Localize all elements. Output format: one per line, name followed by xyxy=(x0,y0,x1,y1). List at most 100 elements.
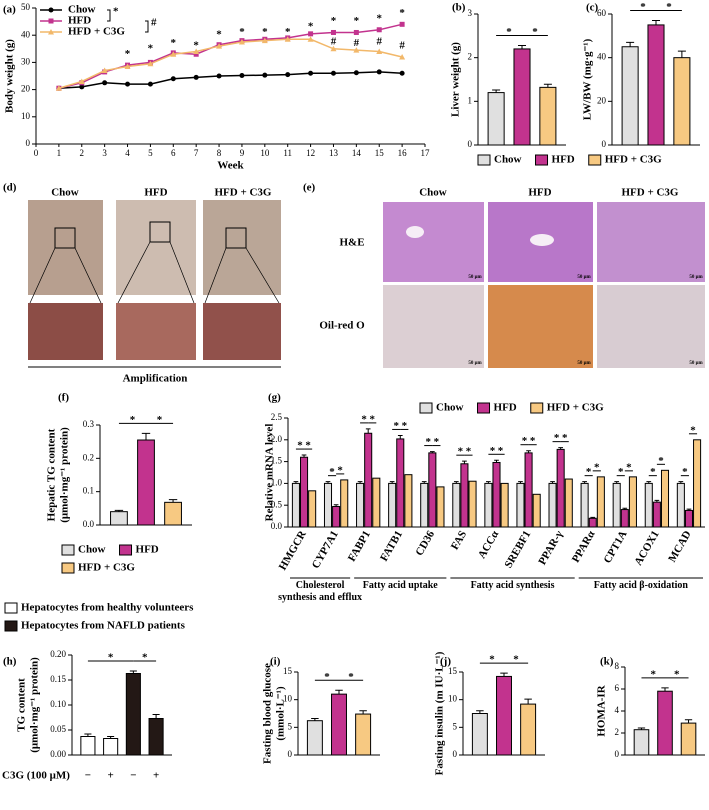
bar xyxy=(164,501,182,526)
bar xyxy=(564,478,573,528)
bar xyxy=(660,469,670,528)
error-bar xyxy=(389,481,395,484)
error-bar xyxy=(518,481,523,484)
y-tick-label: 0.1 xyxy=(83,486,94,496)
legend-swatch xyxy=(477,402,491,414)
significance-mark: * xyxy=(658,455,664,467)
marker xyxy=(78,78,85,84)
legend-label: HFD xyxy=(68,15,91,27)
annotation: * xyxy=(376,12,382,24)
group-label: Fatty acid uptake xyxy=(362,580,438,591)
significance-mark: * xyxy=(370,413,376,425)
x-tick-label: + xyxy=(107,770,113,782)
annotation: * xyxy=(399,7,405,19)
error-bar xyxy=(325,481,331,484)
y-tick-label: 40 xyxy=(21,29,31,39)
bar xyxy=(148,718,164,756)
marker xyxy=(261,37,268,44)
error-bar xyxy=(678,481,684,484)
y-tick-label: 0 xyxy=(288,749,293,759)
error-bar xyxy=(357,481,363,484)
significance-mark: * xyxy=(522,435,528,447)
marker xyxy=(147,60,154,67)
significance-mark: * xyxy=(489,654,495,666)
bar xyxy=(652,501,661,528)
bar xyxy=(633,729,650,756)
panel-label: (h) xyxy=(3,656,17,668)
annotation: * xyxy=(148,42,154,54)
x-tick-label: 5 xyxy=(148,148,153,158)
scale-bar: 50 μm xyxy=(577,361,591,366)
x-tick-label: CPT1A xyxy=(601,529,629,566)
y-axis-label: (μmol·mg⁻¹ protein) xyxy=(29,657,41,753)
y-tick-label: 6 xyxy=(615,683,620,693)
bar xyxy=(647,24,665,146)
y-tick-label: 10 xyxy=(21,111,31,121)
annotation: * xyxy=(262,26,268,38)
marker xyxy=(125,81,131,87)
error-bar xyxy=(335,689,343,695)
bar xyxy=(110,511,128,526)
significance-mark: * xyxy=(530,435,536,447)
legend-swatch xyxy=(477,154,491,166)
x-tick-label: MCAD xyxy=(666,529,694,565)
column-label: HFD + C3G xyxy=(622,187,679,199)
significance-mark: * xyxy=(650,466,656,478)
y-tick-label: 0 xyxy=(615,749,620,759)
bar xyxy=(460,463,469,528)
y-tick-label: 60 xyxy=(597,8,607,18)
bar xyxy=(676,482,685,528)
zoom-box xyxy=(149,221,171,243)
x-tick-label: FABP1 xyxy=(346,529,373,564)
y-tick-label: 2.0 xyxy=(271,434,283,444)
significance-mark: * xyxy=(393,420,399,432)
y-tick-label: 0.05 xyxy=(50,724,66,734)
error-bar xyxy=(421,481,427,484)
y-tick-label: 0 xyxy=(602,139,607,149)
annotation: * xyxy=(193,40,199,52)
photo xyxy=(488,285,593,368)
photo xyxy=(116,200,196,295)
photo xyxy=(597,285,705,368)
significance-mark: * xyxy=(130,414,136,426)
bar xyxy=(364,432,373,528)
bar xyxy=(452,482,461,528)
bar xyxy=(323,482,333,528)
marker xyxy=(55,85,62,91)
error-bar xyxy=(626,41,635,47)
y-tick-label: 4 xyxy=(615,705,620,715)
photo xyxy=(116,303,196,360)
marker xyxy=(48,29,54,35)
bar xyxy=(492,461,501,528)
bar xyxy=(356,482,365,528)
bar xyxy=(306,720,323,756)
marker xyxy=(147,81,153,87)
bar xyxy=(524,452,533,528)
y-tick-label: 1.5 xyxy=(271,456,283,466)
series-line xyxy=(58,38,403,89)
legend-label: HFD xyxy=(136,544,159,556)
y-axis-label: TG content xyxy=(16,678,28,732)
x-tick-label: 16 xyxy=(398,148,408,158)
marker xyxy=(399,53,406,60)
bar xyxy=(628,476,637,528)
marker xyxy=(330,70,336,76)
legend-label: HFD xyxy=(494,402,517,414)
y-tick-label: 20 xyxy=(21,84,31,94)
marker xyxy=(193,51,199,57)
y-tick-label: 0.5 xyxy=(271,499,283,509)
marker xyxy=(101,67,108,74)
marker xyxy=(376,27,382,33)
significance-mark: * xyxy=(618,466,624,478)
significance-mark: * xyxy=(434,436,440,448)
legend-swatch xyxy=(588,154,602,166)
x-tick-label: ACCα xyxy=(476,528,502,561)
marker xyxy=(307,36,314,42)
legend-label: HFD + C3G xyxy=(547,402,604,414)
bar xyxy=(580,482,589,528)
legend-swatch xyxy=(4,602,18,614)
annotation: * xyxy=(239,26,245,38)
x-tick-label: ACOX1 xyxy=(632,529,661,568)
bar xyxy=(103,738,119,756)
